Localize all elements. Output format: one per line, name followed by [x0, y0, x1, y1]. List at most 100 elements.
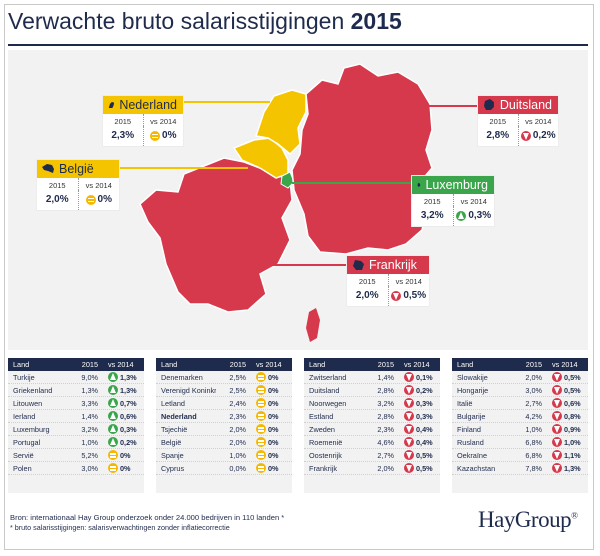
- table-row: Ierland 1,4% 0,6%: [8, 410, 144, 423]
- cell-land: Luxemburg: [13, 424, 50, 434]
- callout-name: Frankrijk: [369, 258, 417, 272]
- arrow-down-icon: [404, 450, 414, 460]
- cell-land: Cyprus: [161, 463, 185, 473]
- cell-vs2014-value: 0,3%: [416, 411, 433, 421]
- arrow-down-icon: [552, 424, 562, 434]
- arrow-down-icon: [552, 450, 562, 460]
- arrow-down-icon: [404, 372, 414, 382]
- title-divider: [8, 44, 588, 46]
- header-land: Land: [161, 360, 178, 369]
- cell-land: Litouwen: [13, 398, 43, 408]
- cell-land: Ierland: [13, 411, 36, 421]
- cell-land: Zweden: [309, 424, 335, 434]
- table-row: Polen 3,0% 0%: [8, 462, 144, 475]
- table-row: Zweden 2,3% 0,4%: [304, 423, 440, 436]
- label-vs2014: vs 2014: [77, 178, 120, 190]
- map-france: [139, 157, 293, 313]
- value-2015: 2,0%: [355, 290, 379, 301]
- cell-vs2014: 0,3%: [400, 411, 440, 421]
- cell-vs2014-value: 0,5%: [416, 463, 433, 473]
- cell-vs2014: 0,2%: [104, 437, 144, 447]
- table-row: Griekenland 1,3% 1,3%: [8, 384, 144, 397]
- table-row: Tsjechië 2,0% 0%: [156, 423, 292, 436]
- label-vs2014: vs 2014: [142, 114, 184, 126]
- belgium-shape-icon: [42, 164, 54, 173]
- cell-land: België: [161, 437, 182, 447]
- footnote: * bruto salarisstijgingen: salarisverwac…: [10, 523, 230, 532]
- table-row: Turkije 9,0% 1,3%: [8, 371, 144, 384]
- cell-2015: 0,0%: [229, 463, 246, 473]
- arrow-down-icon: [404, 463, 414, 473]
- cell-vs2014: 0%: [252, 437, 292, 447]
- arrow-up-icon: [456, 210, 467, 221]
- table-row: Frankrijk 2,0% 0,5%: [304, 462, 440, 475]
- cell-vs2014: 0%: [252, 450, 292, 460]
- cell-vs2014-value: 0%: [268, 372, 279, 382]
- cell-2015: 1,0%: [525, 424, 542, 434]
- arrow-up-icon: [108, 385, 118, 395]
- cell-vs2014-value: 0%: [120, 450, 131, 460]
- cell-vs2014-value: 0,5%: [564, 385, 581, 395]
- country-table-1: Land 2015 vs 2014 Turkije 9,0% 1,3% Griekenlan…: [8, 358, 144, 493]
- cell-land: Estland: [309, 411, 334, 421]
- cell-2015: 2,3%: [377, 424, 394, 434]
- cell-land: Griekenland: [13, 385, 53, 395]
- value-vs2014: 0,5%: [387, 286, 430, 306]
- equal-icon: [256, 463, 266, 473]
- page-title: Verwachte bruto salarisstijgingen 2015: [8, 8, 402, 35]
- cell-land: Polen: [13, 463, 32, 473]
- table-row: België 2,0% 0%: [156, 436, 292, 449]
- label-2015: 2015: [489, 117, 507, 126]
- cell-vs2014: 0%: [252, 398, 292, 408]
- label-2015: 2015: [358, 277, 376, 286]
- arrow-down-icon: [404, 385, 414, 395]
- cell-vs2014: 0%: [252, 372, 292, 382]
- cell-vs2014-value: 0,4%: [416, 437, 433, 447]
- arrow-down-icon: [404, 437, 414, 447]
- cell-2015: 2,0%: [525, 372, 542, 382]
- cell-vs2014: 0,2%: [400, 385, 440, 395]
- cell-vs2014-value: 0,5%: [564, 372, 581, 382]
- value-2015: 2,0%: [45, 194, 69, 205]
- equal-icon: [256, 424, 266, 434]
- label-vs2014: vs 2014: [452, 194, 495, 206]
- cell-2015: 2,5%: [229, 385, 246, 395]
- arrow-down-icon: [404, 398, 414, 408]
- cell-vs2014-value: 0,3%: [120, 424, 137, 434]
- cell-land: Hongarije: [457, 385, 489, 395]
- callout-name: Nederland: [119, 98, 177, 112]
- cell-vs2014: 1,3%: [104, 385, 144, 395]
- equal-icon: [256, 411, 266, 421]
- cell-vs2014: 0,6%: [104, 411, 144, 421]
- logo-registered-mark: ®: [571, 510, 578, 521]
- equal-icon: [256, 372, 266, 382]
- header-vs2014: vs 2014: [404, 360, 430, 369]
- cell-vs2014-value: 0,7%: [120, 398, 137, 408]
- value-vs2014: 0,2%: [517, 126, 559, 146]
- header-vs2014: vs 2014: [108, 360, 134, 369]
- equal-icon: [256, 437, 266, 447]
- arrow-down-icon: [404, 411, 414, 421]
- equal-icon: [108, 450, 118, 460]
- cell-vs2014: 0,3%: [104, 424, 144, 434]
- cell-vs2014-value: 1,3%: [120, 385, 137, 395]
- cell-land: Denemarken: [161, 372, 203, 382]
- cell-land: Spanje: [161, 450, 184, 460]
- cell-land: Verenigd Koninkrijk: [161, 385, 216, 395]
- cell-vs2014: 0,4%: [400, 424, 440, 434]
- callout-name: België: [59, 162, 94, 176]
- cell-vs2014-value: 0%: [268, 424, 279, 434]
- callout-luxemburg: Luxemburg 2015 vs 2014 3,2% 0,3%: [412, 176, 494, 226]
- cell-vs2014: 0,5%: [400, 450, 440, 460]
- france-shape-icon: [353, 260, 364, 270]
- cell-2015: 2,7%: [525, 398, 542, 408]
- arrow-down-icon: [391, 290, 402, 301]
- table-row: Oekraïne 6,8% 1,1%: [452, 449, 588, 462]
- table-header: Land 2015 vs 2014: [156, 358, 292, 371]
- table-header: Land 2015 vs 2014: [452, 358, 588, 371]
- cell-2015: 2,0%: [229, 424, 246, 434]
- callout-header: Duitsland: [478, 96, 558, 114]
- cell-2015: 2,8%: [377, 411, 394, 421]
- cell-vs2014: 0,5%: [548, 385, 588, 395]
- cell-2015: 2,4%: [229, 398, 246, 408]
